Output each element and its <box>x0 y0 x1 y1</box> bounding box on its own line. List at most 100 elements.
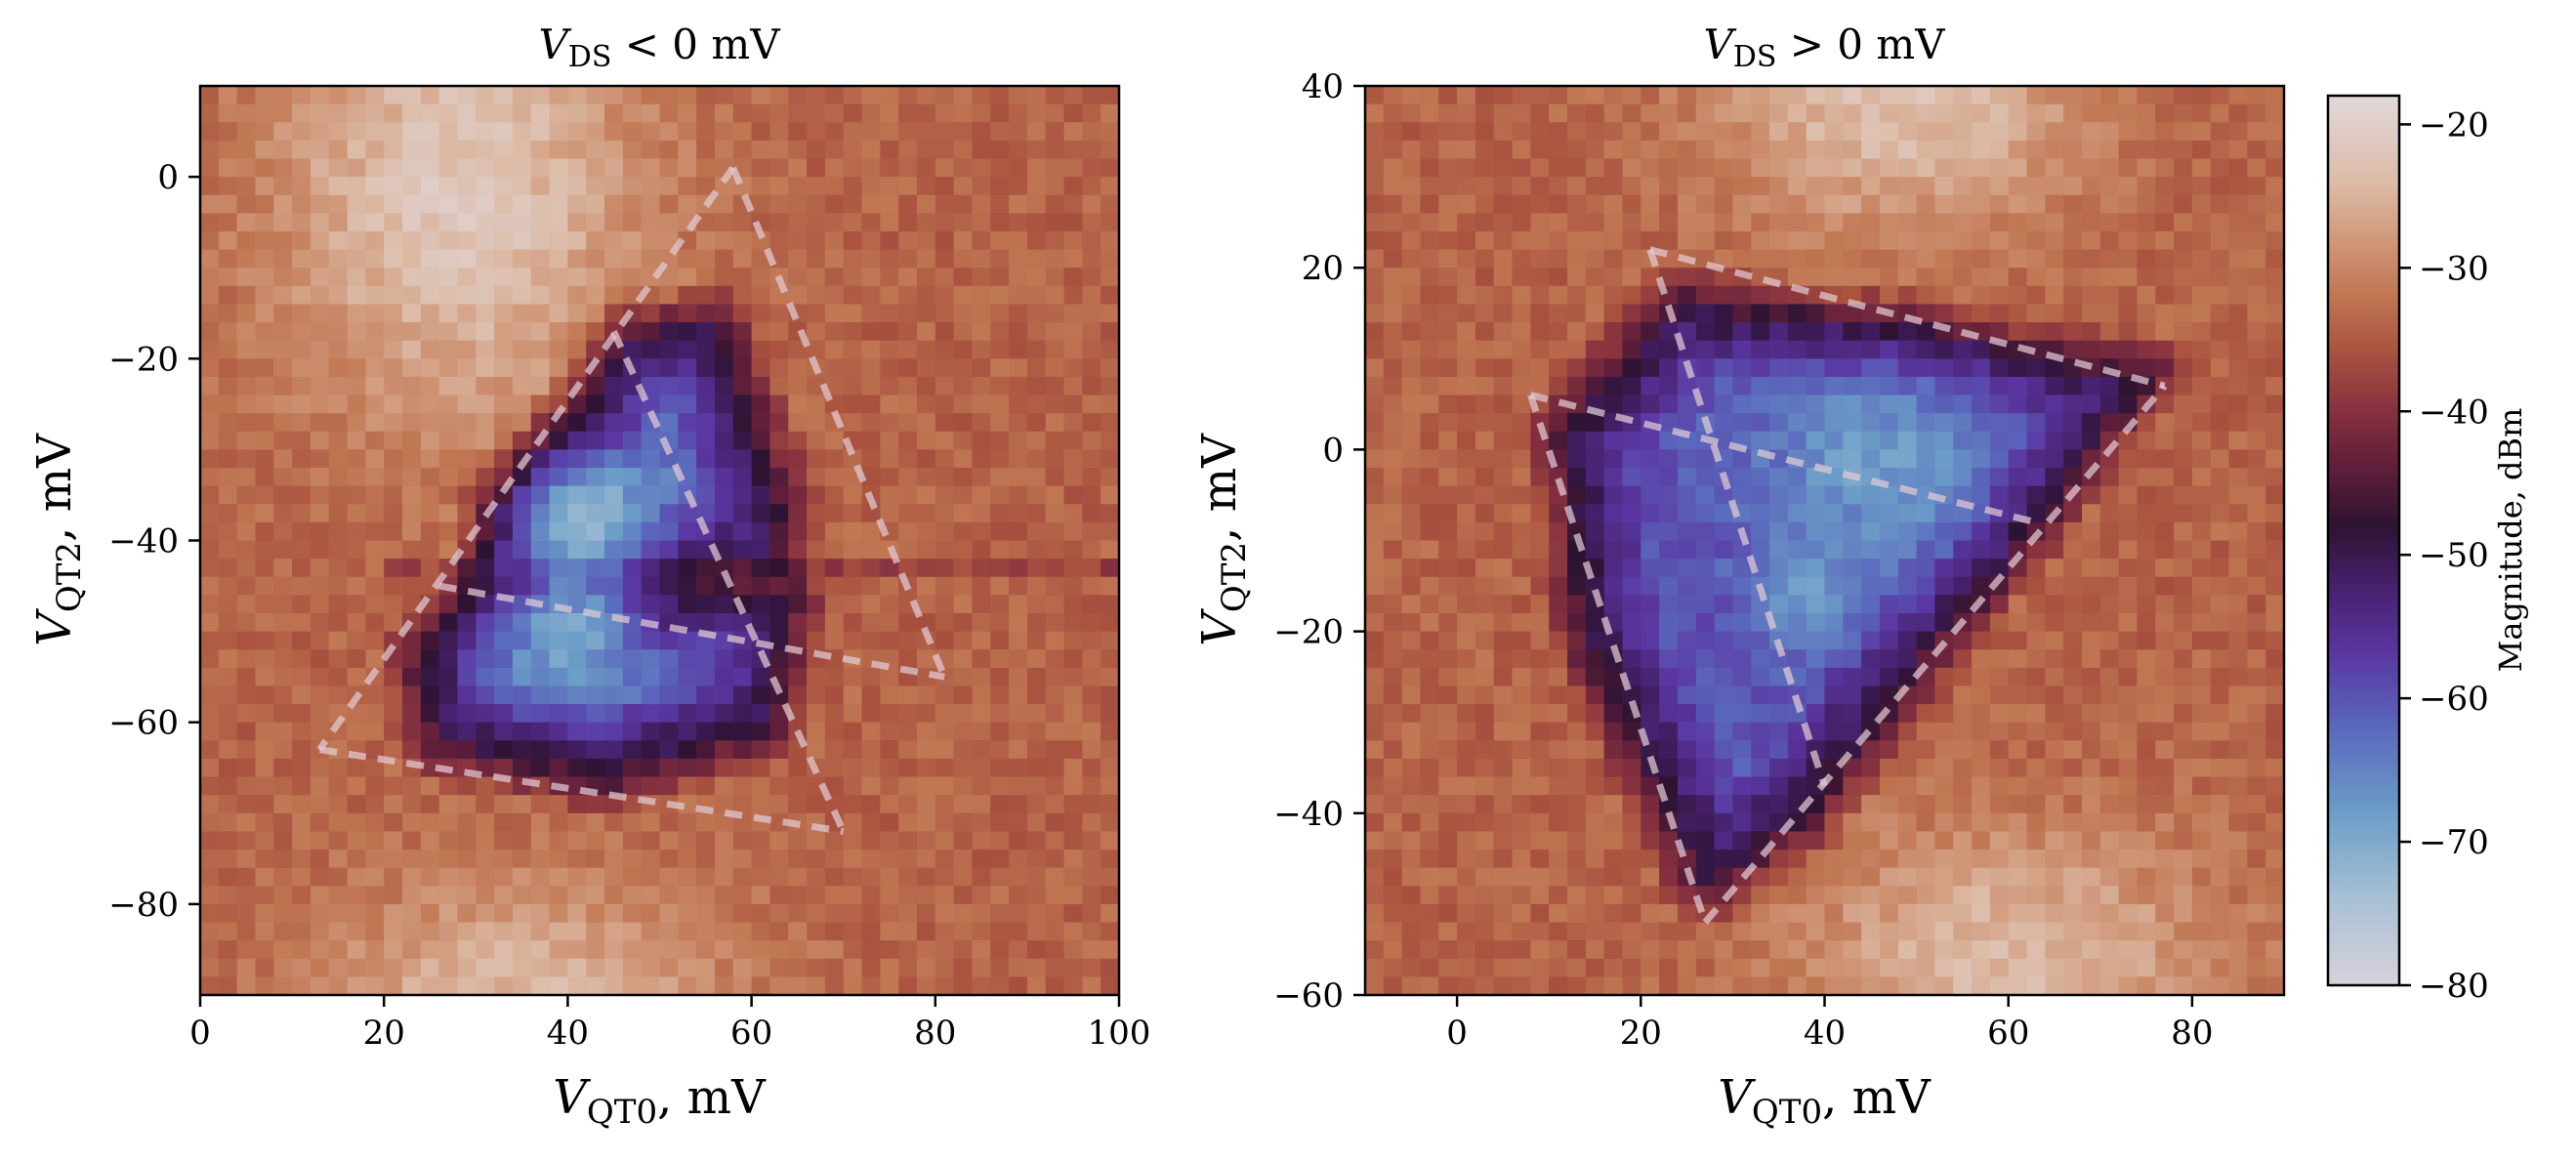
heatmap-cell <box>438 468 459 487</box>
heatmap-cell <box>1475 831 1495 851</box>
heatmap-cell <box>1989 285 2010 306</box>
heatmap-cell <box>2210 776 2230 796</box>
heatmap-cell <box>586 104 605 123</box>
heatmap-cell <box>2045 758 2064 778</box>
heatmap-cell <box>972 722 991 741</box>
heatmap-cell <box>1549 722 1568 741</box>
heatmap-cell <box>1879 685 1899 705</box>
heatmap-cell <box>769 958 789 977</box>
heatmap-cell <box>1677 285 1697 306</box>
heatmap-cell <box>1972 976 1991 995</box>
heatmap-cell <box>807 667 826 687</box>
heatmap-cell <box>916 468 936 487</box>
heatmap-cell <box>1677 976 1697 995</box>
heatmap-cell <box>1787 540 1807 560</box>
heatmap-cell <box>200 740 220 760</box>
heatmap-cell <box>2210 940 2230 960</box>
heatmap-cell <box>604 376 624 396</box>
heatmap-cell <box>457 631 477 650</box>
heatmap-cell <box>1677 559 1697 578</box>
heatmap-cell <box>1953 177 1973 196</box>
heatmap-cell <box>1082 795 1101 814</box>
heatmap-cell <box>1897 322 1918 342</box>
heatmap-cell <box>1824 867 1844 887</box>
heatmap-cell <box>953 104 974 123</box>
heatmap-cell <box>2247 722 2266 741</box>
heatmap-cell <box>659 758 679 778</box>
heatmap-cell <box>898 413 918 433</box>
heatmap-cell <box>1438 922 1458 941</box>
heatmap-cell <box>972 449 991 469</box>
heatmap-cell <box>530 540 551 560</box>
heatmap-cell <box>567 850 587 869</box>
heatmap-cell <box>990 230 1010 251</box>
heatmap-cell <box>769 976 789 995</box>
heatmap-cell <box>2045 158 2064 178</box>
heatmap-cell <box>2210 595 2230 614</box>
heatmap-cell <box>824 667 845 687</box>
heatmap-cell <box>2026 268 2046 287</box>
heatmap-cell <box>807 631 826 650</box>
heatmap-cell <box>328 249 349 269</box>
heatmap-cell <box>512 485 532 505</box>
heatmap-cell <box>273 576 293 596</box>
heatmap-cell <box>1641 886 1660 905</box>
heatmap-cell <box>714 958 734 977</box>
heatmap-cell <box>1861 249 1881 269</box>
heatmap-cell <box>1457 903 1476 924</box>
heatmap-cell <box>1549 612 1568 633</box>
heatmap-cell <box>1026 376 1047 396</box>
heatmap-cell <box>714 685 734 705</box>
heatmap-cell <box>1512 249 1531 269</box>
heatmap-cell <box>696 485 716 505</box>
heatmap-cell <box>1695 685 1716 705</box>
heatmap-cell <box>1824 521 1844 542</box>
heatmap-cell <box>1567 704 1587 724</box>
heatmap-cell <box>1026 922 1047 941</box>
heatmap-cell <box>788 177 808 196</box>
heatmap-cell <box>200 812 220 833</box>
heatmap-cell <box>1695 776 1716 796</box>
heatmap-cell <box>769 304 789 323</box>
heatmap-cell <box>236 559 257 578</box>
heatmap-cell <box>1603 958 1624 977</box>
heatmap-cell <box>255 958 274 977</box>
heatmap-cell <box>861 213 881 232</box>
heatmap-cell <box>1026 903 1047 924</box>
heatmap-cell <box>1843 158 1862 178</box>
heatmap-cell <box>751 304 771 323</box>
heatmap-cell <box>365 249 385 269</box>
heatmap-cell <box>310 449 330 469</box>
heatmap-cell <box>1677 722 1697 741</box>
heatmap-cell <box>824 559 845 578</box>
heatmap-cell <box>1897 740 1918 760</box>
heatmap-cell <box>1026 194 1047 214</box>
heatmap-cell <box>310 177 330 196</box>
heatmap-cell <box>1009 776 1028 796</box>
heatmap-cell <box>953 559 974 578</box>
heatmap-cell <box>972 540 991 560</box>
heatmap-cell <box>420 304 440 323</box>
heatmap-cell <box>457 358 477 378</box>
heatmap-cell <box>807 595 826 614</box>
heatmap-cell <box>512 831 532 851</box>
heatmap-cell <box>622 485 643 505</box>
heatmap-cell <box>1009 612 1028 633</box>
heatmap-cell <box>218 903 238 924</box>
heatmap-cell <box>1861 940 1881 960</box>
heatmap-cell <box>2265 86 2284 105</box>
heatmap-cell <box>1603 886 1624 905</box>
heatmap-cell <box>2247 795 2266 814</box>
heatmap-cell <box>2191 468 2212 487</box>
heatmap-cell <box>2137 449 2156 469</box>
heatmap-cell <box>2063 649 2083 669</box>
heatmap-cell <box>1879 649 1899 669</box>
heatmap-cell <box>530 322 551 342</box>
heatmap-cell <box>273 104 293 123</box>
heatmap-cell <box>1512 122 1531 142</box>
heatmap-cell <box>1897 158 1918 178</box>
heatmap-cell <box>438 704 459 724</box>
heatmap-cell <box>2247 867 2266 887</box>
heatmap-cell <box>310 812 330 833</box>
heatmap-cell <box>273 667 293 687</box>
